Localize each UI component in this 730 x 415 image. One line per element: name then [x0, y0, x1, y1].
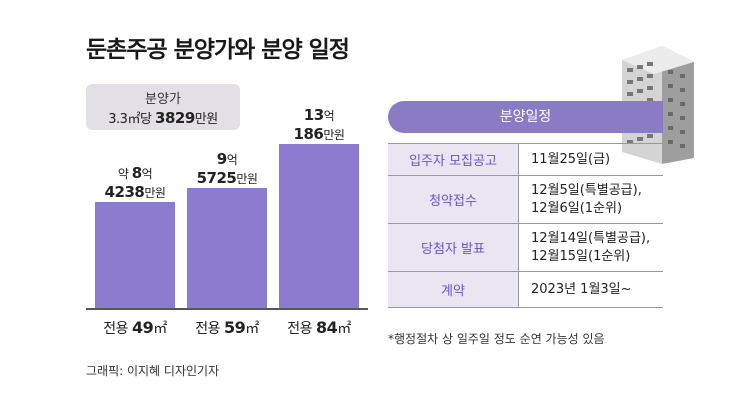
schedule-event: 당첨자 발표	[388, 223, 519, 272]
bar-data-label-line2: 4238만원	[104, 183, 166, 202]
schedule-date-line: 12월14일(특별공급),	[531, 230, 651, 246]
price-box-value-line: 3.3㎡당 3829만원	[86, 108, 240, 127]
price-per-area-box: 분양가 3.3㎡당 3829만원	[86, 84, 240, 130]
bar-chart: 약 8억 4238만원 9억 5725만원 13억 186만원	[0, 0, 380, 360]
schedule-date: 11월25일(금)	[518, 143, 663, 176]
x-tick-label-3: 전용 84㎡	[287, 318, 351, 337]
schedule-header: 분양일정	[388, 101, 663, 133]
bar-data-label-line1: 13억	[303, 106, 335, 125]
bar-2	[187, 187, 267, 308]
chart-title: 둔촌주공 분양가와 분양 일정	[86, 37, 350, 63]
bar-data-label-2: 9억 5725만원	[177, 150, 277, 188]
price-box-unit: 만원	[194, 112, 218, 127]
bar-data-label-1: 약 8억 4238만원	[85, 164, 185, 202]
price-box-value: 3829	[155, 109, 195, 127]
bar-data-label-3: 13억 186만원	[269, 106, 369, 144]
schedule-date: 12월5일(특별공급), 12월6일(1순위)	[518, 175, 663, 224]
bar-3	[279, 144, 359, 308]
schedule-date-line: 2023년 1월3일~	[531, 281, 632, 297]
schedule-date-line: 11월25일(금)	[531, 151, 611, 167]
x-tick-label-1: 전용 49㎡	[103, 318, 167, 337]
price-box-prefix: 3.3㎡당	[108, 112, 156, 127]
bar-1	[95, 202, 175, 308]
schedule-event: 입주자 모집공고	[388, 143, 519, 176]
bar-data-label-line2: 5725만원	[196, 168, 258, 187]
price-box-label: 분양가	[145, 92, 181, 107]
bar-data-label-line1: 약 8억	[117, 164, 153, 183]
schedule-event: 청약접수	[388, 175, 519, 224]
chart-baseline	[86, 308, 368, 310]
schedule-row: 계약 2023년 1월3일~	[388, 271, 663, 308]
schedule-row: 입주자 모집공고 11월25일(금)	[388, 143, 663, 176]
schedule-date: 2023년 1월3일~	[518, 271, 663, 308]
graphic-credit: 그래픽: 이지혜 디자인기자	[86, 364, 220, 378]
x-tick-label-2: 전용 59㎡	[195, 318, 259, 337]
schedule-table: 입주자 모집공고 11월25일(금) 청약접수 12월5일(특별공급), 12월6일(1…	[388, 143, 663, 308]
bar-data-label-line1: 9억	[216, 149, 238, 168]
bar-data-label-line2: 186만원	[293, 125, 345, 144]
schedule-event: 계약	[388, 271, 519, 308]
schedule-date-line: 12월6일(1순위)	[531, 200, 623, 216]
schedule-row: 당첨자 발표 12월14일(특별공급), 12월15일(1순위)	[388, 223, 663, 272]
schedule-row: 청약접수 12월5일(특별공급), 12월6일(1순위)	[388, 175, 663, 224]
schedule-footnote: *행정절차 상 일주일 정도 순연 가능성 있음	[388, 332, 605, 346]
schedule-date-line: 12월15일(1순위)	[531, 248, 631, 264]
schedule-date-line: 12월5일(특별공급),	[531, 182, 642, 198]
schedule-date: 12월14일(특별공급), 12월15일(1순위)	[518, 223, 663, 272]
